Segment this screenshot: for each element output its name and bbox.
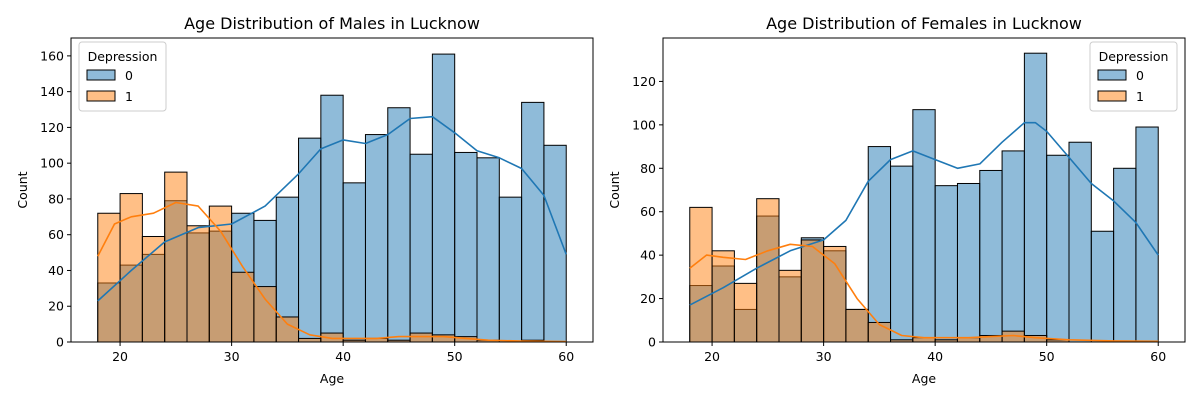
bar: [409, 332, 433, 343]
y-tick-label: 60: [640, 204, 656, 219]
y-tick-label: 0: [56, 335, 64, 350]
chart-title: Age Distribution of Males in Lucknow: [184, 14, 480, 33]
x-tick-label: 40: [335, 349, 351, 364]
bar: [934, 185, 958, 343]
bar: [298, 337, 322, 343]
bar: [186, 225, 210, 343]
chart-panel-1: 20 30 40 50 60 0 20 40 60 80 100 120 140 160 Age Distr…: [15, 14, 594, 386]
bar: [275, 316, 300, 343]
bar: [1023, 52, 1048, 343]
bar: [800, 239, 825, 343]
chart-title: Age Distribution of Females in Lucknow: [766, 14, 1082, 33]
bar: [778, 269, 802, 343]
bar: [956, 182, 981, 343]
y-tick-label: 120: [40, 120, 64, 135]
legend: Depression 0 1: [78, 41, 167, 112]
legend-swatch-0: [1097, 69, 1127, 81]
x-tick-label: 40: [927, 349, 943, 364]
bar: [867, 146, 892, 343]
bar: [1135, 126, 1159, 343]
y-tick-label: 100: [632, 117, 656, 132]
legend-swatch-0: [86, 69, 116, 81]
bar: [1046, 154, 1070, 343]
bar: [454, 151, 478, 343]
bar: [298, 137, 322, 343]
x-axis-label: Age: [912, 371, 936, 386]
y-tick-label: 20: [48, 299, 64, 314]
x-tick-label: 20: [704, 349, 720, 364]
legend-swatch-1: [86, 90, 116, 102]
bar: [431, 53, 456, 343]
series-1-bars: [97, 171, 545, 343]
bar: [409, 153, 433, 343]
bar: [890, 165, 914, 343]
bar: [711, 250, 735, 343]
bar: [320, 94, 344, 343]
bar: [342, 182, 366, 343]
bar: [387, 107, 411, 343]
bar: [912, 109, 936, 343]
x-tick-label: 20: [112, 349, 128, 364]
x-tick-label: 50: [1039, 349, 1055, 364]
bar: [364, 134, 389, 343]
y-axis-label: Count: [15, 171, 30, 208]
bar: [498, 196, 523, 343]
y-tick-label: 140: [40, 84, 64, 99]
kde-line-series-0: [689, 121, 1159, 306]
bar: [845, 308, 869, 343]
y-tick-label: 20: [640, 291, 656, 306]
legend: Depression 0 1: [1089, 41, 1178, 112]
bar: [164, 171, 188, 343]
chart-panel-2: 20 30 40 50 60 0 20 40 60 80 100 120 Age Distributio…: [607, 14, 1186, 386]
bar: [1068, 141, 1092, 343]
x-tick-label: 30: [816, 349, 832, 364]
bar: [253, 286, 277, 343]
y-tick-label: 40: [48, 263, 64, 278]
bar: [476, 157, 500, 343]
kde-line-series-1: [689, 243, 1159, 343]
bar: [1113, 167, 1137, 343]
y-tick-label: 120: [632, 74, 656, 89]
x-tick-label: 60: [558, 349, 574, 364]
bar: [979, 169, 1003, 343]
bar: [521, 101, 545, 343]
legend-swatch-1: [1097, 90, 1127, 102]
bar: [756, 198, 780, 343]
bar: [1090, 230, 1115, 343]
y-tick-label: 40: [640, 248, 656, 263]
x-tick-label: 60: [1150, 349, 1166, 364]
axes-frame: [662, 37, 1186, 343]
y-tick-label: 80: [48, 191, 64, 206]
x-tick-label: 30: [224, 349, 240, 364]
y-tick-label: 60: [48, 227, 64, 242]
legend-title: Depression: [88, 49, 158, 64]
legend-label-0: 0: [125, 68, 133, 83]
legend-label-0: 0: [1136, 68, 1144, 83]
bar: [823, 245, 847, 343]
bar: [733, 282, 758, 343]
y-tick-label: 160: [40, 48, 64, 63]
kde-line-series-0: [97, 115, 567, 302]
bar: [1001, 150, 1025, 343]
axes-frame: [70, 37, 594, 343]
bar: [97, 212, 121, 343]
x-tick-label: 50: [447, 349, 463, 364]
legend-label-1: 1: [125, 89, 133, 104]
legend-title: Depression: [1099, 49, 1169, 64]
legend-label-1: 1: [1136, 89, 1144, 104]
bar: [689, 206, 713, 343]
kde-line-series-1: [97, 201, 567, 343]
y-tick-label: 80: [640, 161, 656, 176]
y-tick-label: 0: [648, 335, 656, 350]
y-axis-label: Count: [607, 171, 622, 208]
x-axis-label: Age: [320, 371, 344, 386]
y-tick-label: 100: [40, 156, 64, 171]
bar: [231, 271, 255, 343]
